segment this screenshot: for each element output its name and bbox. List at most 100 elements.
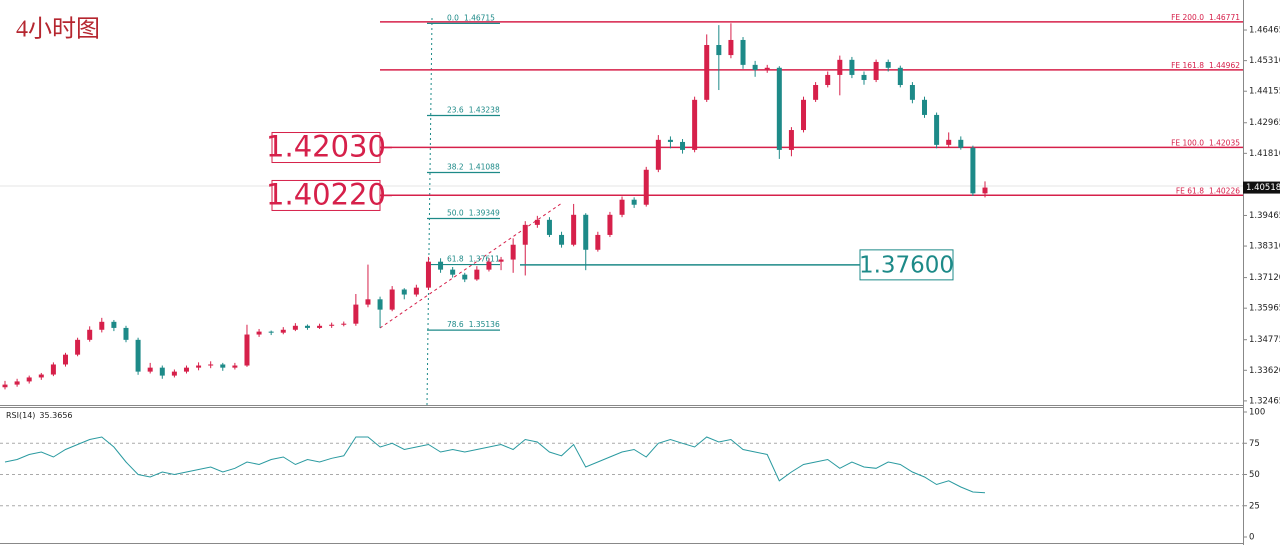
candle-body	[752, 64, 758, 70]
candle-body	[389, 289, 395, 310]
candle-body	[268, 331, 274, 333]
fib-label: 0.0 1.46715	[447, 13, 495, 22]
candle-body	[909, 85, 915, 100]
candle-body	[196, 365, 202, 368]
candle-body	[510, 244, 516, 260]
candle-body	[873, 61, 879, 80]
fib-name: 61.8	[447, 255, 464, 264]
fib-name: 0.0	[447, 13, 459, 22]
candle-body	[595, 234, 601, 250]
fib-value: 1.43238	[469, 106, 500, 115]
candle-body	[522, 224, 528, 245]
candle-body	[14, 381, 20, 385]
candle-body	[607, 214, 613, 235]
y-tick-label: 1.41810	[1249, 149, 1280, 159]
rsi-tick-label: 25	[1249, 501, 1260, 511]
current-price-tag	[1243, 181, 1280, 194]
price-box	[859, 249, 954, 281]
candle-body	[280, 329, 286, 333]
candle-body	[147, 367, 153, 372]
y-tick-label: 1.46465	[1249, 26, 1280, 36]
candle-body	[704, 45, 710, 100]
candle-body	[946, 139, 952, 145]
candle-body	[450, 269, 456, 275]
candle-body	[982, 187, 988, 194]
rsi-line	[4, 436, 986, 494]
fib-label: 23.6 1.43238	[447, 106, 500, 115]
candle-body	[341, 323, 347, 325]
candle-body	[62, 354, 68, 365]
fib-value: 1.39349	[469, 209, 500, 218]
fib-name: 38.2	[447, 162, 464, 171]
rsi-tick-label: 50	[1249, 470, 1260, 480]
rsi-tick-label: 75	[1249, 439, 1260, 449]
y-tick-label: 1.35965	[1249, 304, 1280, 314]
y-tick-label: 1.37120	[1249, 273, 1280, 283]
y-tick-label: 1.45310	[1249, 56, 1280, 66]
fib-label: 78.6 1.35136	[447, 320, 500, 329]
candle-body	[559, 234, 565, 245]
y-tick-label: 1.42965	[1249, 118, 1280, 128]
trend-line	[379, 202, 563, 329]
y-tick-label: 1.44155	[1249, 87, 1280, 97]
candle-body	[583, 214, 589, 250]
candle-body	[26, 377, 32, 382]
price-box	[271, 179, 381, 211]
y-tick-label: 1.38310	[1249, 242, 1280, 252]
fib-name: 78.6	[447, 320, 464, 329]
candle-body	[885, 61, 891, 68]
price-box-label: 1.40220	[266, 177, 386, 211]
candle-body	[861, 74, 867, 80]
rsi-legend: RSI(14) 35.3656	[6, 411, 73, 420]
candle-body	[716, 45, 722, 56]
y-tick-label: 1.32465	[1249, 396, 1280, 406]
candle-body	[183, 367, 189, 372]
candle-body	[667, 139, 673, 142]
candle-body	[764, 67, 770, 70]
candle-body	[631, 199, 637, 205]
candle-body	[680, 141, 686, 150]
candle-body	[208, 364, 214, 366]
candle-body	[534, 219, 540, 225]
fe-label: FE 161.8 1.44962	[1171, 61, 1240, 70]
candle-body	[292, 325, 298, 330]
candle-body	[317, 325, 323, 328]
y-tick-label: 1.39465	[1249, 211, 1280, 221]
fe-value: 1.46771	[1209, 13, 1240, 22]
candle-body	[413, 287, 419, 295]
candle-body	[619, 199, 625, 215]
candle-body	[643, 169, 649, 205]
candle-body	[244, 334, 250, 366]
candle-body	[546, 219, 552, 235]
candle-body	[462, 274, 468, 280]
candle-body	[329, 324, 335, 326]
fib-label: 61.8 1.37611	[447, 255, 500, 264]
rsi-tick-label: 100	[1249, 408, 1265, 418]
fib-value: 1.41088	[469, 162, 500, 171]
candle-body	[692, 99, 698, 150]
fe-value: 1.44962	[1209, 61, 1240, 70]
fe-name: FE 61.8	[1176, 186, 1204, 195]
price-box-label: 1.42030	[266, 130, 386, 164]
fe-value: 1.42035	[1209, 138, 1240, 147]
candle-body	[38, 374, 44, 378]
candle-body	[474, 269, 480, 280]
candle-body	[135, 339, 141, 372]
candle-body	[377, 299, 383, 310]
fib-name: 23.6	[447, 106, 464, 115]
candle-body	[849, 59, 855, 75]
fe-label: FE 200.0 1.46771	[1171, 13, 1240, 22]
candle-body	[498, 259, 504, 262]
candle-body	[740, 39, 746, 65]
rsi-tick-label: 0	[1249, 533, 1254, 543]
candle-body	[728, 39, 734, 56]
candle-body	[897, 67, 903, 85]
candle-body	[486, 261, 492, 270]
candle-body	[99, 321, 105, 330]
fib-value: 1.35136	[469, 320, 500, 329]
candle-body	[825, 74, 831, 85]
candle-body	[171, 371, 177, 376]
current-price-label: 1.40518	[1246, 183, 1280, 193]
